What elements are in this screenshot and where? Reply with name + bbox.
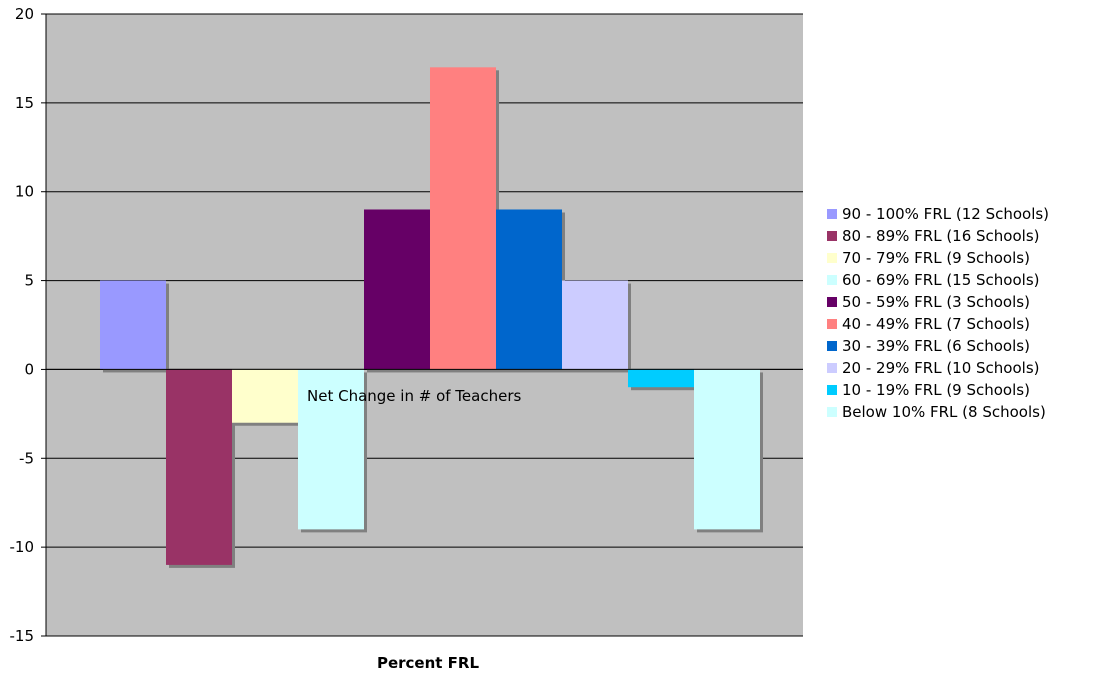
bar [364, 209, 430, 370]
y-tick-label: 5 [24, 272, 34, 290]
legend-label: 20 - 29% FRL (10 Schools) [842, 359, 1040, 377]
legend-label: Below 10% FRL (8 Schools) [842, 403, 1046, 421]
legend-swatch [827, 253, 837, 263]
bar [166, 369, 232, 565]
legend-item: Below 10% FRL (8 Schools) [827, 401, 1049, 423]
bars [100, 67, 760, 565]
legend-swatch [827, 297, 837, 307]
bar [232, 369, 298, 423]
legend-label: 80 - 89% FRL (16 Schools) [842, 227, 1040, 245]
legend-swatch [827, 385, 837, 395]
legend: 90 - 100% FRL (12 Schools) 80 - 89% FRL (… [827, 203, 1049, 423]
legend-item: 80 - 89% FRL (16 Schools) [827, 225, 1049, 247]
legend-label: 10 - 19% FRL (9 Schools) [842, 381, 1030, 399]
y-tick-label: -5 [19, 449, 34, 467]
bar [430, 67, 496, 370]
legend-label: 70 - 79% FRL (9 Schools) [842, 249, 1030, 267]
bar [562, 280, 628, 370]
legend-item: 60 - 69% FRL (15 Schools) [827, 269, 1049, 291]
y-tick-label: -10 [10, 538, 35, 556]
bar [298, 369, 364, 530]
y-tick-label: -15 [10, 627, 35, 645]
legend-item: 30 - 39% FRL (6 Schools) [827, 335, 1049, 357]
legend-label: 60 - 69% FRL (15 Schools) [842, 271, 1040, 289]
legend-item: 70 - 79% FRL (9 Schools) [827, 247, 1049, 269]
y-axis-ticks: -15 -10 -5 0 5 10 15 20 [10, 5, 46, 645]
legend-item: 40 - 49% FRL (7 Schools) [827, 313, 1049, 335]
x-axis-label: Percent FRL [377, 654, 479, 672]
bar [628, 369, 694, 388]
y-tick-label: 0 [24, 360, 34, 378]
bar [496, 209, 562, 370]
legend-swatch [827, 363, 837, 373]
legend-label: 50 - 59% FRL (3 Schools) [842, 293, 1030, 311]
legend-swatch [827, 341, 837, 351]
legend-swatch [827, 319, 837, 329]
bar [694, 369, 760, 530]
legend-item: 50 - 59% FRL (3 Schools) [827, 291, 1049, 313]
legend-label: 40 - 49% FRL (7 Schools) [842, 315, 1030, 333]
legend-item: 20 - 29% FRL (10 Schools) [827, 357, 1049, 379]
legend-item: 90 - 100% FRL (12 Schools) [827, 203, 1049, 225]
y-tick-label: 15 [15, 94, 34, 112]
bar [100, 280, 166, 370]
legend-label: 30 - 39% FRL (6 Schools) [842, 337, 1030, 355]
legend-item: 10 - 19% FRL (9 Schools) [827, 379, 1049, 401]
legend-swatch [827, 231, 837, 241]
legend-swatch [827, 275, 837, 285]
legend-label: 90 - 100% FRL (12 Schools) [842, 205, 1050, 223]
y-tick-label: 10 [15, 183, 34, 201]
legend-swatch [827, 407, 837, 417]
category-label: Net Change in # of Teachers [307, 387, 521, 405]
legend-swatch [827, 209, 837, 219]
y-tick-label: 20 [15, 5, 34, 23]
